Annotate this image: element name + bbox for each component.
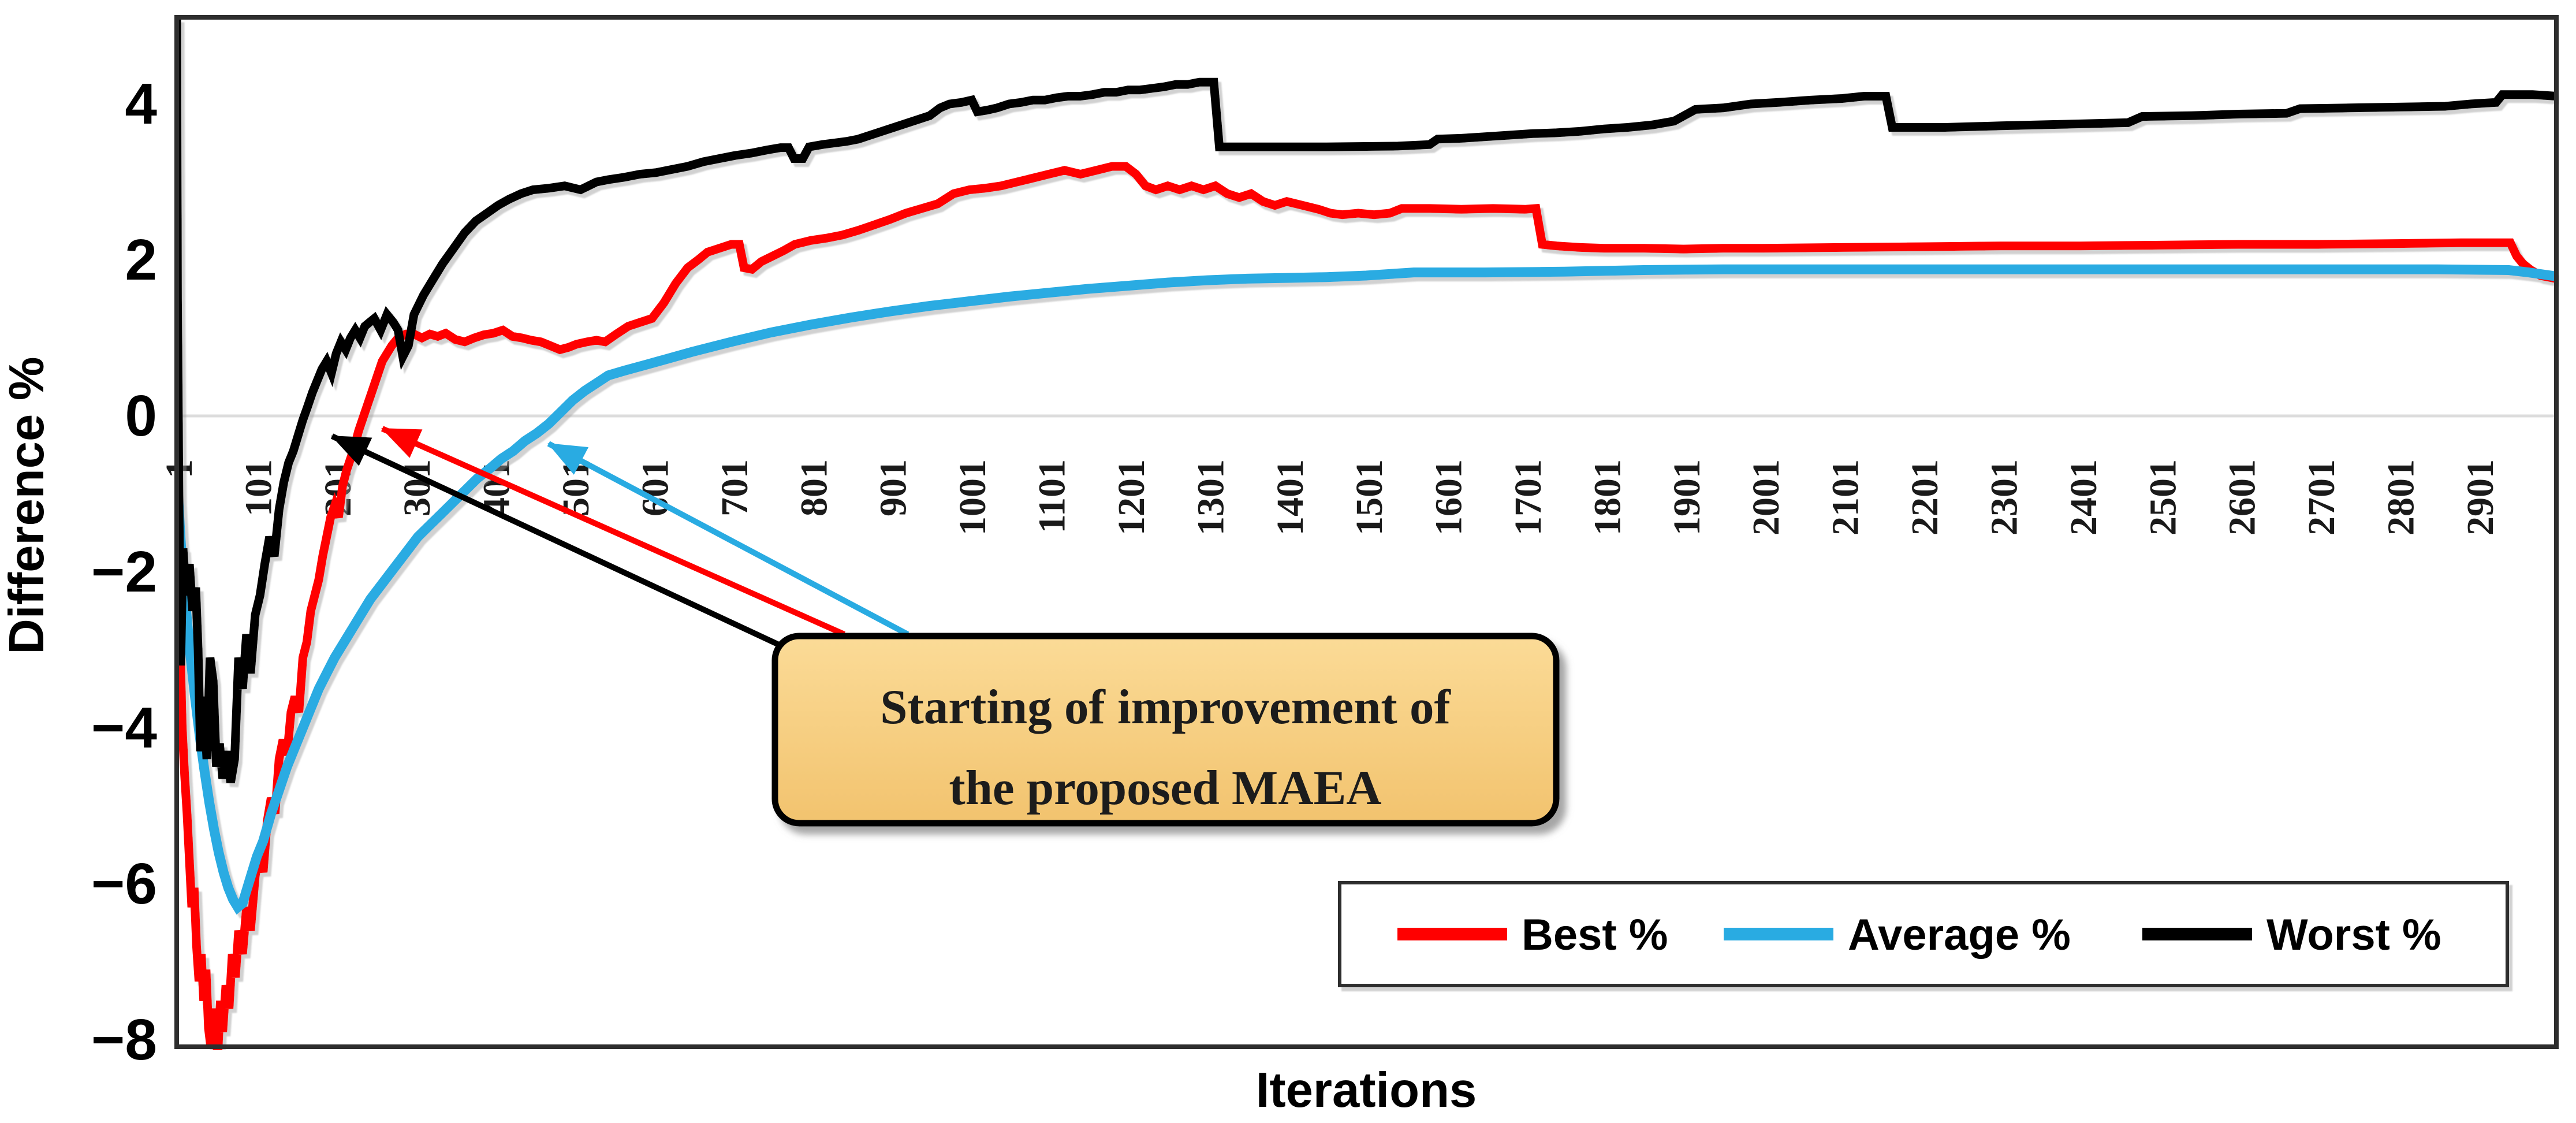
y-tick-label--8: −8 [91,1007,157,1072]
legend-entry-best: Best % [1397,910,1668,960]
x-axis-title: Iterations [1256,1063,1477,1118]
annotation-box [771,633,1560,827]
legend-label: Worst % [2266,910,2441,960]
x-tick-label-1701: 1701 [1507,459,1549,536]
x-tick-label-2701: 2701 [2301,459,2343,536]
best-zero-arrow [381,426,846,637]
legend-entries: Best % Average % Worst % [1397,910,2441,960]
x-tick-label-2401: 2401 [2063,459,2105,536]
legend-entry-worst: Worst % [2142,910,2441,960]
x-tick-label-1301: 1301 [1190,459,1232,536]
legend: Best % Average % Worst % [1338,881,2509,987]
x-tick-label-2501: 2501 [2142,459,2184,536]
x-tick-label-2301: 2301 [1983,459,2025,536]
x-tick-label-101: 101 [237,459,279,516]
x-axis-tick-labels: 1 101 201 301 401 501 601 701 801 901 1001 1101 1201… [158,459,2502,536]
x-tick-label-901: 901 [873,459,915,516]
annotation-arrows [330,426,909,649]
series-line-worst [174,18,2557,783]
x-tick-label-1001: 1001 [952,459,994,536]
x-tick-label-1601: 1601 [1428,459,1470,536]
x-tick-label-1401: 1401 [1269,459,1311,536]
y-tick-label-2: 2 [125,228,157,292]
y-tick-label-0: 0 [125,384,157,448]
x-tick-label-801: 801 [793,459,835,516]
x-tick-label-2201: 2201 [1904,459,1946,536]
annotation-line-2: the proposed MAEA [949,761,1381,815]
y-tick-label--6: −6 [91,851,157,916]
y-tick-label-4: 4 [125,72,157,136]
x-tick-label-1801: 1801 [1586,459,1628,536]
x-tick-label-701: 701 [714,459,756,516]
series-line-average [174,264,2558,915]
x-tick-label-2601: 2601 [2221,459,2264,536]
x-tick-label-2001: 2001 [1745,459,1787,536]
y-tick-label--2: −2 [91,540,157,604]
x-tick-label-1201: 1201 [1110,459,1153,536]
x-tick-label-2901: 2901 [2459,459,2502,536]
x-tick-label-1101: 1101 [1031,459,1073,533]
legend-label: Best % [1522,910,1668,960]
legend-box [1338,881,2509,987]
plot-border [174,15,2559,1049]
y-axis-title: Difference % [0,357,54,655]
y-tick-label--4: −4 [91,696,157,760]
x-tick-label-2801: 2801 [2380,459,2422,536]
annotation-callout: Starting of improvement of the proposed … [771,633,1560,827]
x-tick-label-1901: 1901 [1666,459,1708,536]
average-zero-arrow [547,441,909,637]
y-axis-tick-labels: 4 2 0 −2 −4 −6 −8 [91,72,157,1072]
x-tick-label-2101: 2101 [1825,459,1867,536]
annotation-line-1: Starting of improvement of [880,680,1451,734]
series-layer [174,18,2558,1050]
worst-zero-arrow [330,433,783,649]
x-tick-label-1501: 1501 [1348,459,1390,536]
legend-label: Average % [1848,910,2071,960]
legend-entry-average: Average % [1724,910,2071,960]
